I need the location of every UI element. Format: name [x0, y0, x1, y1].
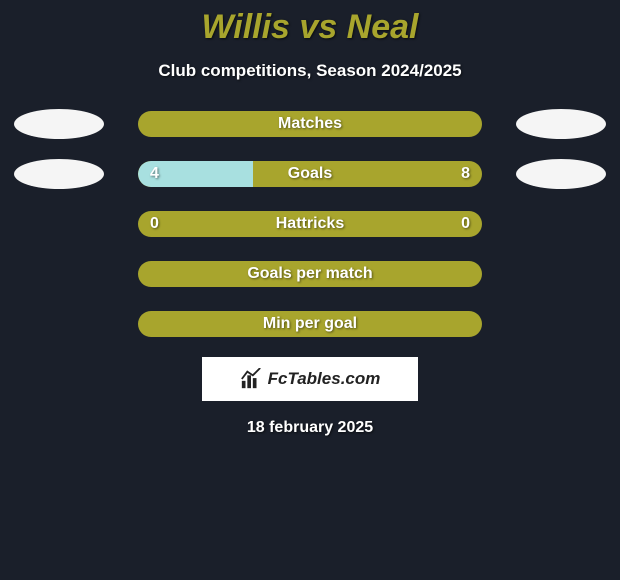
player-marker-right — [516, 159, 606, 189]
stat-rows: Matches 4 Goals 8 0 Hattricks 0 Goals per match… — [0, 111, 620, 337]
stat-row: Min per goal — [0, 311, 620, 337]
player-marker-right — [516, 109, 606, 139]
stat-value-left: 0 — [150, 215, 159, 233]
stat-bar: Min per goal — [138, 311, 482, 337]
player-marker-left — [14, 109, 104, 139]
page-title: Willis vs Neal — [201, 8, 418, 47]
stat-row: 0 Hattricks 0 — [0, 211, 620, 237]
stat-bar: Goals per match — [138, 261, 482, 287]
stat-value-right: 0 — [461, 215, 470, 233]
stat-label: Goals — [288, 165, 332, 183]
stat-bar: Matches — [138, 111, 482, 137]
branding-text: FcTables.com — [268, 369, 381, 389]
stat-label: Matches — [278, 115, 342, 133]
page-subtitle: Club competitions, Season 2024/2025 — [158, 61, 461, 81]
stat-value-left: 4 — [150, 165, 159, 183]
stat-bar: 0 Hattricks 0 — [138, 211, 482, 237]
bar-chart-icon — [240, 368, 262, 390]
branding-badge: FcTables.com — [202, 357, 418, 401]
comparison-card: Willis vs Neal Club competitions, Season… — [0, 0, 620, 580]
stat-bar: 4 Goals 8 — [138, 161, 482, 187]
stat-label: Hattricks — [276, 215, 344, 233]
stat-row: 4 Goals 8 — [0, 161, 620, 187]
stat-value-right: 8 — [461, 165, 470, 183]
stat-row: Matches — [0, 111, 620, 137]
player-marker-left — [14, 159, 104, 189]
stat-row: Goals per match — [0, 261, 620, 287]
stat-label: Goals per match — [247, 265, 372, 283]
date-label: 18 february 2025 — [247, 419, 373, 437]
stat-label: Min per goal — [263, 315, 357, 333]
